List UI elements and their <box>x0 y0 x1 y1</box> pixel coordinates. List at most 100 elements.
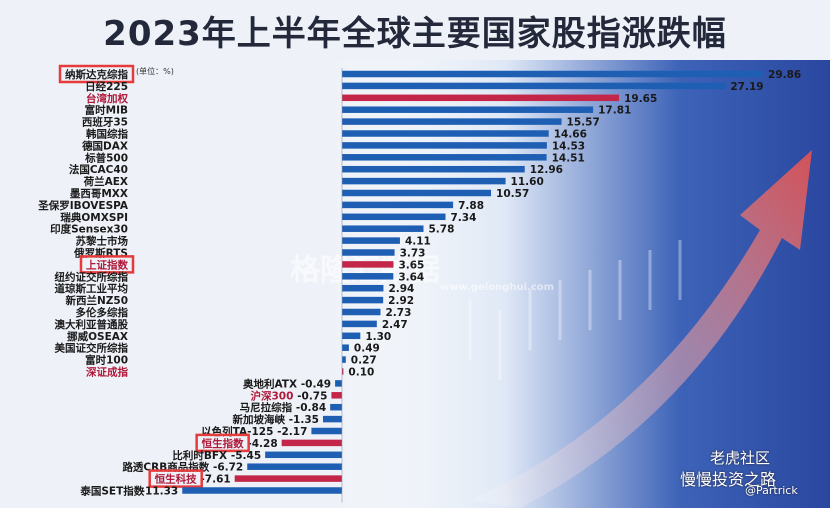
value-label: 4.11 <box>405 236 431 248</box>
value-label: 14.51 <box>552 152 585 164</box>
bar-0 <box>342 70 764 78</box>
bar-28 <box>330 403 342 411</box>
bar-7 <box>342 154 547 161</box>
bar-6 <box>342 142 547 149</box>
category-label: 新西兰NZ50 <box>65 294 128 307</box>
bar-12 <box>342 213 446 221</box>
value-label: 14.66 <box>554 129 587 141</box>
value-label: 2.73 <box>385 307 411 319</box>
value-label: 2.94 <box>388 283 414 295</box>
category-label: 新加坡海峡 <box>232 413 285 426</box>
category-label: 日经225 <box>85 80 128 93</box>
watermark-url: www.gelonghui.com <box>440 282 555 293</box>
category-label: 台湾加权 <box>86 92 128 105</box>
value-label: 12.96 <box>530 164 563 176</box>
signature-line1: 老虎社区 <box>710 449 771 467</box>
category-label: 泰国SET指数 <box>79 485 144 498</box>
value-label: 19.65 <box>624 93 657 105</box>
category-label: 圣保罗IBOVESPA <box>37 199 129 212</box>
value-label: 3.64 <box>398 271 424 283</box>
value-label: 11.60 <box>511 176 544 188</box>
bar-24 <box>342 356 346 363</box>
value-label: 15.57 <box>567 117 600 129</box>
bar-1 <box>342 82 726 90</box>
bar-32 <box>265 451 342 459</box>
category-label: 富时100 <box>85 354 128 367</box>
value-label: 3.65 <box>398 259 424 271</box>
category-label: 澳大利亚普通股 <box>55 318 129 331</box>
bar-10 <box>342 189 492 197</box>
bar-29 <box>322 415 342 423</box>
value-label: 17.81 <box>598 105 631 117</box>
category-label: 西班牙35 <box>82 116 128 129</box>
category-label: 富时MIB <box>85 104 128 117</box>
value-label: 29.86 <box>768 69 801 81</box>
value-label: -5.45 <box>231 450 261 462</box>
category-label: 恒生科技 <box>155 473 197 486</box>
category-label: 瑞典OMXSPI <box>60 211 128 224</box>
value-label: 14.53 <box>552 140 585 152</box>
bar-9 <box>342 177 506 185</box>
value-label: 7.88 <box>458 200 484 212</box>
bar-8 <box>342 165 525 173</box>
value-label: -4.28 <box>247 438 277 450</box>
category-label: 恒生指数 <box>202 437 244 450</box>
bar-4 <box>342 118 562 125</box>
value-label: -6.72 <box>213 462 243 474</box>
category-label: 标普500 <box>84 151 128 164</box>
category-label: 苏黎士市场 <box>76 235 129 248</box>
value-label: 2.47 <box>382 319 408 331</box>
value-label: 3.73 <box>400 248 426 260</box>
category-label: 上证指数 <box>86 258 128 271</box>
highlight-box <box>79 255 135 274</box>
category-label: 多伦多综指 <box>76 306 129 319</box>
bar-5 <box>342 130 549 137</box>
value-label: -7.61 <box>200 474 230 486</box>
category-label: 韩国综指 <box>86 128 128 141</box>
bar-13 <box>342 225 424 232</box>
value-label: 1.30 <box>365 331 391 343</box>
bar-30 <box>311 427 342 435</box>
category-label: 深证成指 <box>86 366 128 379</box>
bar-25 <box>342 368 344 375</box>
bar-3 <box>342 106 594 113</box>
value-label: -0.84 <box>296 402 326 414</box>
value-label: 27.19 <box>730 81 763 93</box>
category-label: 墨西哥MXX <box>70 188 128 200</box>
value-label: -11.33 <box>141 486 179 498</box>
value-label: -0.49 <box>301 378 331 390</box>
value-label: 0.27 <box>351 355 377 367</box>
category-label: 德国DAX <box>81 139 128 152</box>
unit-note: (单位：%) <box>136 67 174 76</box>
value-label: 5.78 <box>428 224 454 236</box>
category-label: 马尼拉综指 <box>240 401 293 414</box>
bar-20 <box>342 308 381 316</box>
value-label: 10.57 <box>496 188 529 200</box>
bar-2 <box>342 94 620 102</box>
bar-26 <box>335 380 342 387</box>
bar-21 <box>342 320 377 328</box>
highlight-box <box>148 469 203 488</box>
bar-14 <box>342 237 400 244</box>
highlight-box <box>58 64 135 84</box>
category-label: 印度Sensex30 <box>50 223 128 236</box>
bar-27 <box>331 392 342 399</box>
category-label: 美国证交所综指 <box>55 342 129 355</box>
highlight-box <box>195 433 250 453</box>
value-label: 0.10 <box>348 367 374 379</box>
bar-22 <box>342 332 361 340</box>
bar-35 <box>182 487 342 494</box>
bar-15 <box>342 249 395 256</box>
category-label: 奥地利ATX <box>243 377 297 390</box>
bar-31 <box>281 439 342 447</box>
category-label: 比利时BFX <box>172 449 227 462</box>
bar-19 <box>342 296 384 304</box>
category-label: 道琼斯工业平均 <box>55 282 129 295</box>
category-label: 挪威OSEAX <box>67 330 128 343</box>
category-label: 纳斯达克综指 <box>65 68 128 81</box>
value-label: 7.34 <box>450 212 476 224</box>
value-label: 2.92 <box>388 295 414 307</box>
watermark-brand: 格隆汇数据 <box>290 253 440 288</box>
bar-16 <box>342 261 394 268</box>
